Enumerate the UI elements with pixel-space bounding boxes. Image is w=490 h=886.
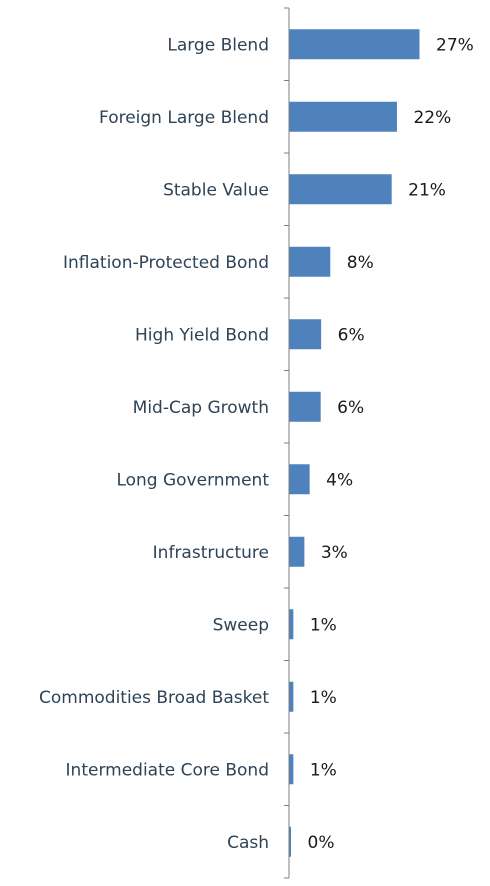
bar (289, 246, 331, 277)
bar (289, 174, 392, 205)
bar (289, 754, 294, 785)
category-label: Commodities Broad Basket (39, 688, 269, 708)
bar (289, 681, 294, 712)
bar (289, 464, 310, 495)
bar (289, 391, 321, 422)
category-label: Stable Value (163, 180, 269, 200)
category-axis (284, 7, 290, 879)
category-label: Inflation-Protected Bond (63, 253, 269, 273)
category-label: Large Blend (167, 35, 269, 55)
category-label: Cash (227, 833, 269, 853)
value-label: 0% (308, 833, 335, 853)
category-label: Mid-Cap Growth (133, 398, 269, 418)
labels-layer: Large Blend 27% Foreign Large Blend 22% Stab… (39, 35, 474, 853)
value-label: 1% (310, 615, 337, 635)
value-label: 6% (337, 398, 364, 418)
category-label: Intermediate Core Bond (66, 760, 269, 780)
bar (289, 319, 322, 350)
category-label: High Yield Bond (135, 325, 269, 345)
value-label: 1% (310, 760, 337, 780)
category-label: Infrastructure (153, 543, 269, 563)
category-label: Sweep (213, 615, 269, 635)
value-label: 3% (321, 543, 348, 563)
bar (289, 101, 397, 132)
value-label: 27% (436, 35, 474, 55)
category-label: Foreign Large Blend (99, 108, 269, 128)
bars-layer (289, 29, 420, 857)
bar (289, 609, 294, 640)
bar (289, 826, 291, 857)
value-label: 4% (326, 470, 353, 490)
value-label: 21% (408, 180, 446, 200)
value-label: 1% (310, 688, 337, 708)
bar (289, 536, 305, 567)
bar (289, 29, 420, 60)
category-label: Long Government (116, 470, 269, 490)
value-label: 22% (413, 108, 451, 128)
value-label: 6% (338, 325, 365, 345)
value-label: 8% (347, 253, 374, 273)
